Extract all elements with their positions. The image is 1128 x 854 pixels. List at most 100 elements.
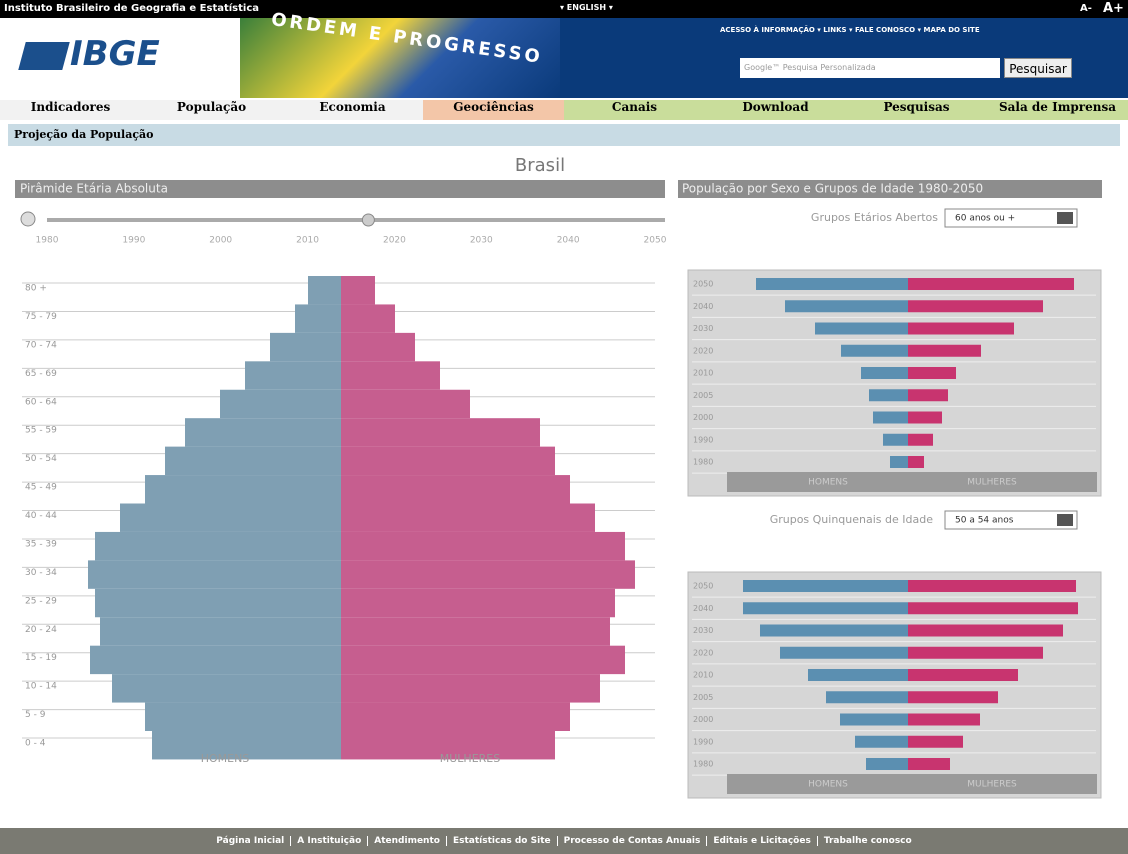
bar <box>341 617 610 646</box>
header-links[interactable]: ACESSO À INFORMAÇÃO ▾ LINKS ▾ FALE CONOS… <box>720 26 980 34</box>
play-button[interactable] <box>20 211 36 227</box>
year-label: 2050 <box>693 280 713 289</box>
age-label: 75 - 79 <box>25 312 57 322</box>
bar <box>341 418 540 447</box>
year-label: 2020 <box>693 346 713 355</box>
bar <box>341 588 615 618</box>
year-label: 2000 <box>693 715 713 724</box>
nav-item[interactable]: Indicadores <box>0 100 141 120</box>
selector-label: Grupos Etários Abertos <box>811 211 938 224</box>
content: Brasil Pirâmide Etária Absoluta Populaçã… <box>15 155 1102 799</box>
year-label: 1990 <box>693 737 713 746</box>
bar <box>869 389 908 402</box>
font-large[interactable]: A+ <box>1103 1 1124 16</box>
panel-title: Pirâmide Etária Absoluta <box>20 182 168 196</box>
bar <box>152 731 341 760</box>
year-label: 1990 <box>693 435 713 444</box>
slider-tick-label: 1990 <box>122 236 145 246</box>
breadcrumb: Projeção da População <box>8 124 1120 146</box>
slider-tick-label: 2040 <box>557 236 580 246</box>
bar <box>341 276 375 305</box>
slider-tick-label: 2000 <box>209 236 232 246</box>
nav-item[interactable]: Geociências <box>423 100 564 120</box>
selector[interactable] <box>944 510 1078 530</box>
slider-thumb[interactable] <box>361 213 375 227</box>
nav-item[interactable]: Download <box>705 100 846 120</box>
footer-link[interactable]: Editais e Licitações <box>706 836 817 846</box>
year-label: 2000 <box>693 413 713 422</box>
slider-tick-label: 2010 <box>296 236 319 246</box>
bar <box>165 446 341 476</box>
bar <box>908 367 956 379</box>
year-label: 2005 <box>693 693 713 702</box>
age-label: 5 - 9 <box>25 710 46 720</box>
year-label: 2020 <box>693 648 713 657</box>
bar <box>908 624 1063 637</box>
bar <box>341 332 415 362</box>
age-label: 80 + <box>25 284 47 294</box>
year-label: 2050 <box>693 582 713 591</box>
footer: Página Inicial A Instituição Atendimento Es… <box>0 828 1128 854</box>
footer-link[interactable]: Estatísticas do Site <box>445 836 557 846</box>
banner: ORDEM E PROGRESSO <box>240 9 560 98</box>
bar <box>840 713 908 726</box>
footer-link[interactable]: A Instituição <box>290 836 368 846</box>
font-small[interactable]: A- <box>1080 3 1092 14</box>
nav-bar: Indicadores População Economia Geociências C… <box>0 100 1128 120</box>
bar <box>220 389 341 419</box>
bar <box>785 300 908 313</box>
bar <box>743 580 908 592</box>
slider-tick-label: 2020 <box>383 236 406 246</box>
nav-item[interactable]: Economia <box>282 100 423 120</box>
age-label: 0 - 4 <box>25 739 46 749</box>
bar <box>270 332 341 362</box>
footer-link[interactable]: Processo de Contas Anuais <box>556 836 707 846</box>
panel-title: População por Sexo e Grupos de Idade 198… <box>682 182 983 196</box>
nav-item[interactable]: Sala de Imprensa <box>987 100 1128 120</box>
selector-value: 50 a 54 anos <box>955 516 1014 526</box>
nav-item[interactable]: População <box>141 100 282 120</box>
footer-link[interactable]: Atendimento <box>367 836 446 846</box>
logo-area: IBGE <box>0 18 240 98</box>
year-label: 2005 <box>693 391 713 400</box>
bar <box>295 304 341 333</box>
selector[interactable] <box>944 208 1078 228</box>
footer-link[interactable]: Trabalhe conosco <box>816 836 918 846</box>
year-label: 2030 <box>693 324 713 333</box>
bar <box>908 411 942 424</box>
bar <box>908 691 998 704</box>
bar <box>95 588 341 618</box>
selector-arrow <box>1057 514 1073 526</box>
bar <box>100 617 341 646</box>
selector-arrow <box>1057 212 1073 224</box>
footer-link[interactable]: Página Inicial <box>216 836 285 846</box>
bar <box>908 602 1078 615</box>
age-label: 40 - 44 <box>25 511 57 521</box>
bar <box>341 702 570 731</box>
language[interactable]: ▾ ENGLISH ▾ <box>560 3 613 12</box>
year-label: 1980 <box>693 458 713 467</box>
bar <box>341 645 625 675</box>
nav-item[interactable]: Pesquisas <box>846 100 987 120</box>
age-label: 60 - 64 <box>25 397 57 407</box>
age-label: 55 - 59 <box>25 426 57 436</box>
search-input[interactable]: Google™ Pesquisa Personalizada <box>740 58 1000 78</box>
search-button[interactable]: Pesquisar <box>1004 58 1072 78</box>
bar <box>341 674 600 703</box>
year-label: 1980 <box>693 760 713 769</box>
header: IBGE ORDEM E PROGRESSO ACESSO À INFORMAÇ… <box>0 9 1128 98</box>
bar <box>341 389 470 419</box>
bar <box>826 691 908 704</box>
bar <box>890 456 908 468</box>
age-label: 10 - 14 <box>25 682 57 692</box>
bar <box>841 344 908 357</box>
bar <box>88 560 341 589</box>
panel-header <box>15 180 665 198</box>
bar <box>90 645 341 675</box>
logo[interactable]: IBGE <box>70 34 160 74</box>
age-label: 30 - 34 <box>25 568 57 578</box>
nav-item[interactable]: Canais <box>564 100 705 120</box>
slider-tick-label: 2050 <box>644 236 667 246</box>
year-label: 2010 <box>693 671 713 680</box>
bar <box>341 304 395 333</box>
